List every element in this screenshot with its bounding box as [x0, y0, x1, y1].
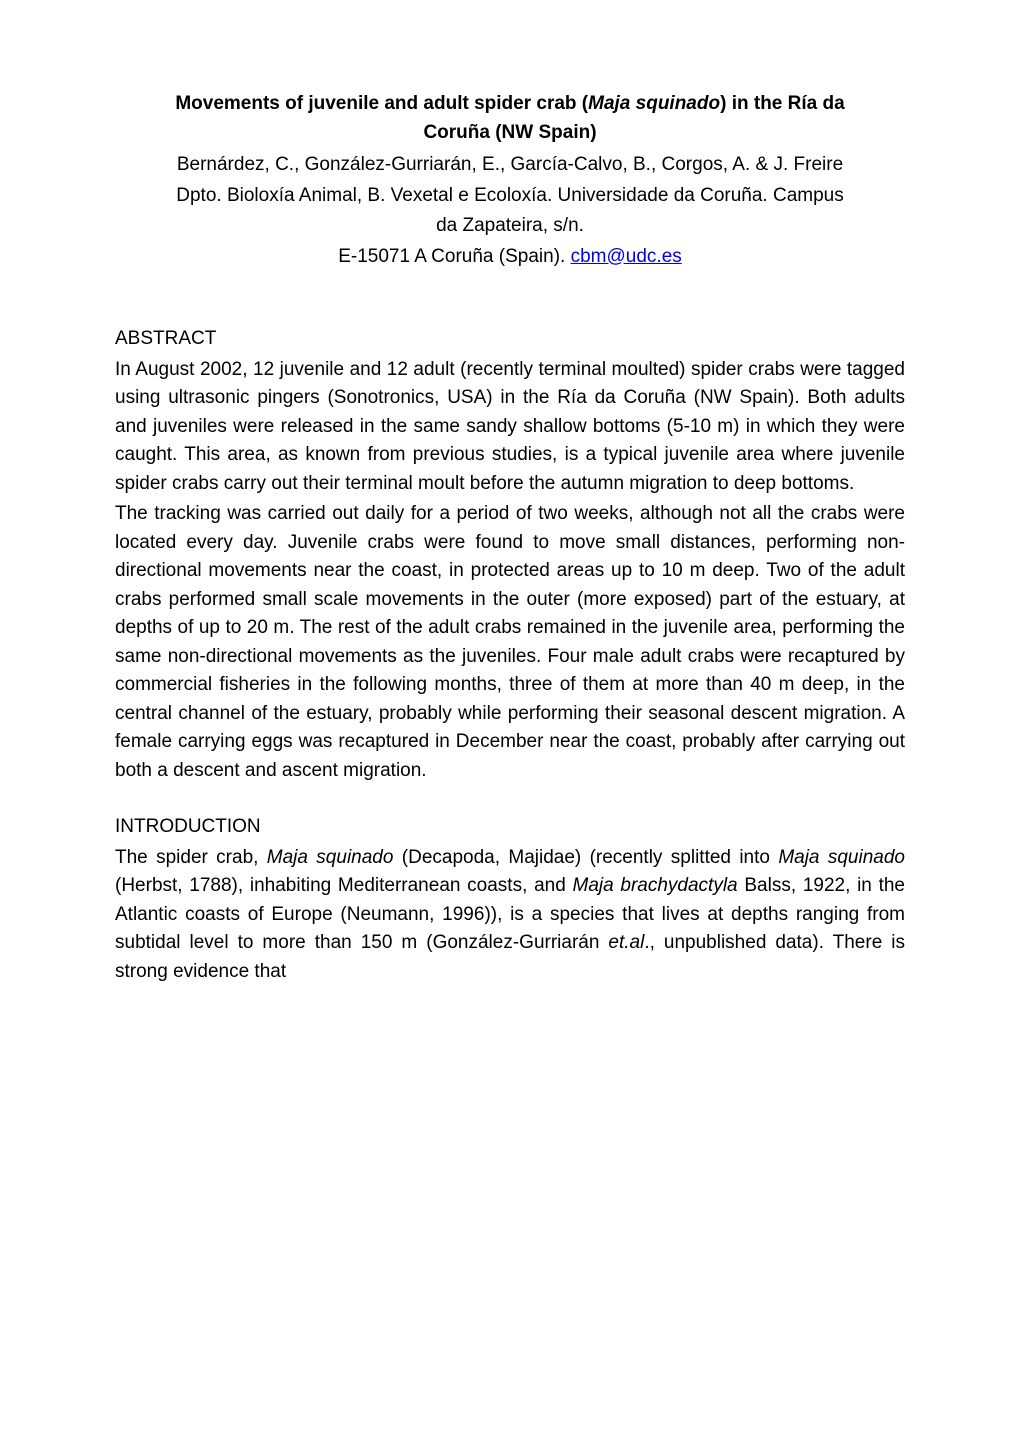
- title-italic-species: Maja squinado: [588, 93, 720, 114]
- title-text-1-end: ) in the Ría da: [720, 93, 845, 114]
- abstract-paragraph-1: In August 2002, 12 juvenile and 12 adult…: [115, 356, 905, 499]
- spacer: [115, 787, 905, 813]
- abstract-heading: ABSTRACT: [115, 325, 905, 354]
- affiliation-line-2: da Zapateira, s/n.: [115, 212, 905, 241]
- title-text-1: Movements of juvenile and adult spider c…: [175, 93, 588, 114]
- intro-italic-2: Maja squinado: [778, 847, 905, 868]
- intro-italic-1: Maja squinado: [267, 847, 394, 868]
- affiliation-line-1: Dpto. Bioloxía Animal, B. Vexetal e Ecol…: [115, 182, 905, 211]
- document-title: Movements of juvenile and adult spider c…: [115, 90, 905, 147]
- intro-text-3: (Herbst, 1788), inhabiting Mediterranean…: [115, 875, 573, 896]
- intro-text-2: (Decapoda, Majidae) (recently splitted i…: [393, 847, 778, 868]
- abstract-paragraph-2: The tracking was carried out daily for a…: [115, 500, 905, 785]
- contact-line: E-15071 A Coruña (Spain). cbm@udc.es: [115, 243, 905, 272]
- intro-text-1: The spider crab,: [115, 847, 267, 868]
- authors-line: Bernárdez, C., González-Gurriarán, E., G…: [115, 151, 905, 180]
- intro-italic-4: et.al: [608, 932, 644, 953]
- email-link[interactable]: cbm@udc.es: [571, 246, 682, 267]
- spacer: [115, 299, 905, 325]
- intro-italic-3: Maja brachydactyla: [573, 875, 738, 896]
- introduction-heading: INTRODUCTION: [115, 813, 905, 842]
- email-prefix: E-15071 A Coruña (Spain).: [338, 246, 570, 267]
- title-text-2: Coruña (NW Spain): [423, 122, 596, 143]
- introduction-paragraph-1: The spider crab, Maja squinado (Decapoda…: [115, 844, 905, 987]
